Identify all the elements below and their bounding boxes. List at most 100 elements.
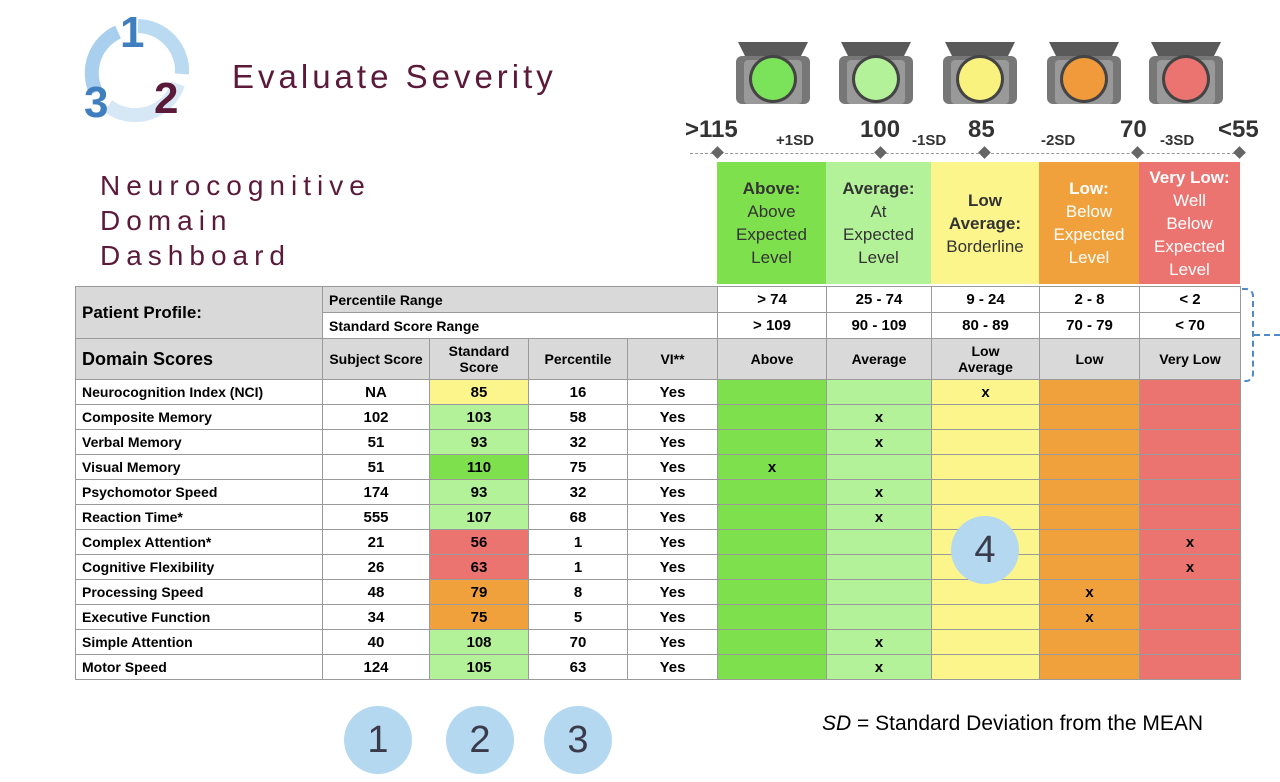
percentile-value: 58 bbox=[528, 404, 628, 430]
percentile-value: 75 bbox=[528, 454, 628, 480]
subject-score: 48 bbox=[322, 579, 430, 605]
table-row: Verbal Memory 51 93 32 Yes x bbox=[75, 429, 1241, 455]
domain-name: Motor Speed bbox=[75, 654, 323, 680]
standard-score: 93 bbox=[429, 429, 529, 455]
subject-score: 51 bbox=[322, 454, 430, 480]
profile-bracket bbox=[1242, 288, 1254, 382]
standard-range-cell: < 70 bbox=[1139, 312, 1241, 339]
band-cell bbox=[826, 604, 932, 630]
band-cell bbox=[1139, 579, 1241, 605]
table-row: Visual Memory 51 110 75 Yes x bbox=[75, 454, 1241, 480]
band-cell: x bbox=[1039, 579, 1140, 605]
scale-marker bbox=[978, 146, 991, 159]
band-cell bbox=[717, 579, 827, 605]
percentile-range-label: Percentile Range bbox=[322, 286, 718, 313]
traffic-light-red-icon bbox=[1143, 34, 1229, 114]
band-cell bbox=[717, 529, 827, 555]
sd-label: -3SD bbox=[1160, 132, 1195, 149]
domain-scores-header: Domain Scores bbox=[75, 338, 323, 380]
severity-mark: x bbox=[1185, 533, 1195, 551]
band-cell: x bbox=[826, 479, 932, 505]
band-cell bbox=[1139, 429, 1241, 455]
band-cell bbox=[1139, 379, 1241, 405]
band-cell: x bbox=[1139, 529, 1241, 555]
band-cell bbox=[826, 379, 932, 405]
dashboard-title-line-3: Dashboard bbox=[100, 240, 291, 271]
logo-number-1: 1 bbox=[120, 8, 145, 57]
scale-marker bbox=[1131, 146, 1144, 159]
standard-range-label: Standard Score Range bbox=[322, 312, 718, 339]
percentile-value: 1 bbox=[528, 554, 628, 580]
table-row: Cognitive Flexibility 26 63 1 Yes x bbox=[75, 554, 1241, 580]
standard-score: 105 bbox=[429, 654, 529, 680]
standard-score: 110 bbox=[429, 454, 529, 480]
traffic-light-light-green-icon bbox=[833, 34, 919, 114]
band-cell bbox=[931, 654, 1040, 680]
band-text: Level bbox=[858, 248, 899, 267]
bubble-3: 3 bbox=[544, 706, 612, 774]
sd-text: = Standard Deviation from the MEAN bbox=[851, 712, 1204, 735]
domain-name: Visual Memory bbox=[75, 454, 323, 480]
band-text: Expected bbox=[1154, 236, 1225, 256]
vi-value: Yes bbox=[627, 579, 718, 605]
band-cell bbox=[717, 479, 827, 505]
band-text: Borderline bbox=[946, 236, 1024, 256]
subject-score: NA bbox=[322, 379, 430, 405]
bubble-1: 1 bbox=[344, 706, 412, 774]
vi-value: Yes bbox=[627, 379, 718, 405]
standard-score: 85 bbox=[429, 379, 529, 405]
scale-line bbox=[690, 153, 1245, 154]
scale-marker bbox=[711, 146, 724, 159]
band-cell: x bbox=[826, 429, 932, 455]
table-row: Simple Attention 40 108 70 Yes x bbox=[75, 629, 1241, 655]
scale-marker bbox=[1233, 146, 1246, 159]
domain-name: Complex Attention* bbox=[75, 529, 323, 555]
domain-name: Executive Function bbox=[75, 604, 323, 630]
severity-mark: x bbox=[874, 508, 884, 526]
band-low-title: Low: bbox=[1069, 179, 1109, 198]
percentile-value: 1 bbox=[528, 529, 628, 555]
vi-value: Yes bbox=[627, 529, 718, 555]
percentile-value: 32 bbox=[528, 429, 628, 455]
band-cell bbox=[1139, 629, 1241, 655]
table-row: Motor Speed 124 105 63 Yes x bbox=[75, 654, 1241, 680]
band-average: Average: At Expected Level bbox=[826, 162, 931, 284]
subject-score: 40 bbox=[322, 629, 430, 655]
bubble-2: 2 bbox=[446, 706, 514, 774]
sd-abbr: SD bbox=[822, 712, 852, 735]
band-cell bbox=[1039, 404, 1140, 430]
subject-score: 34 bbox=[322, 604, 430, 630]
band-cell bbox=[717, 554, 827, 580]
severity-mark: x bbox=[1085, 583, 1094, 601]
percentile-header: Percentile bbox=[528, 338, 628, 380]
category-header-average: Average bbox=[826, 338, 932, 380]
band-low-average: Low Average: Borderline bbox=[931, 162, 1039, 284]
band-cell bbox=[1039, 479, 1140, 505]
traffic-light-yellow-icon bbox=[937, 34, 1023, 114]
severity-mark: x bbox=[874, 483, 884, 501]
subject-score: 124 bbox=[322, 654, 430, 680]
band-cell bbox=[717, 654, 827, 680]
table-row: Executive Function 34 75 5 Yes x bbox=[75, 604, 1241, 630]
dashboard-title-line-2: Domain bbox=[100, 205, 233, 236]
band-text: Above bbox=[747, 202, 796, 221]
band-cell bbox=[1039, 629, 1140, 655]
subject-score: 174 bbox=[322, 479, 430, 505]
domain-name: Reaction Time* bbox=[75, 504, 323, 530]
percentile-range-cell: 9 - 24 bbox=[931, 286, 1040, 313]
subject-score-header: Subject Score bbox=[322, 338, 430, 380]
logo-number-2: 2 bbox=[154, 74, 179, 123]
band-cell bbox=[1039, 654, 1140, 680]
band-cell: x bbox=[1139, 554, 1241, 580]
table-row: Processing Speed 48 79 8 Yes x bbox=[75, 579, 1241, 605]
band-above-title: Above: bbox=[742, 179, 801, 198]
table-row: Composite Memory 102 103 58 Yes x bbox=[75, 404, 1241, 430]
vi-value: Yes bbox=[627, 654, 718, 680]
threshold-label: >115 bbox=[685, 116, 738, 143]
band-average-title: Average: bbox=[842, 179, 915, 198]
standard-score-header: Standard Score bbox=[429, 338, 529, 380]
subject-score: 555 bbox=[322, 504, 430, 530]
band-cell bbox=[826, 554, 932, 580]
band-cell bbox=[1039, 379, 1140, 405]
band-cell bbox=[931, 629, 1040, 655]
